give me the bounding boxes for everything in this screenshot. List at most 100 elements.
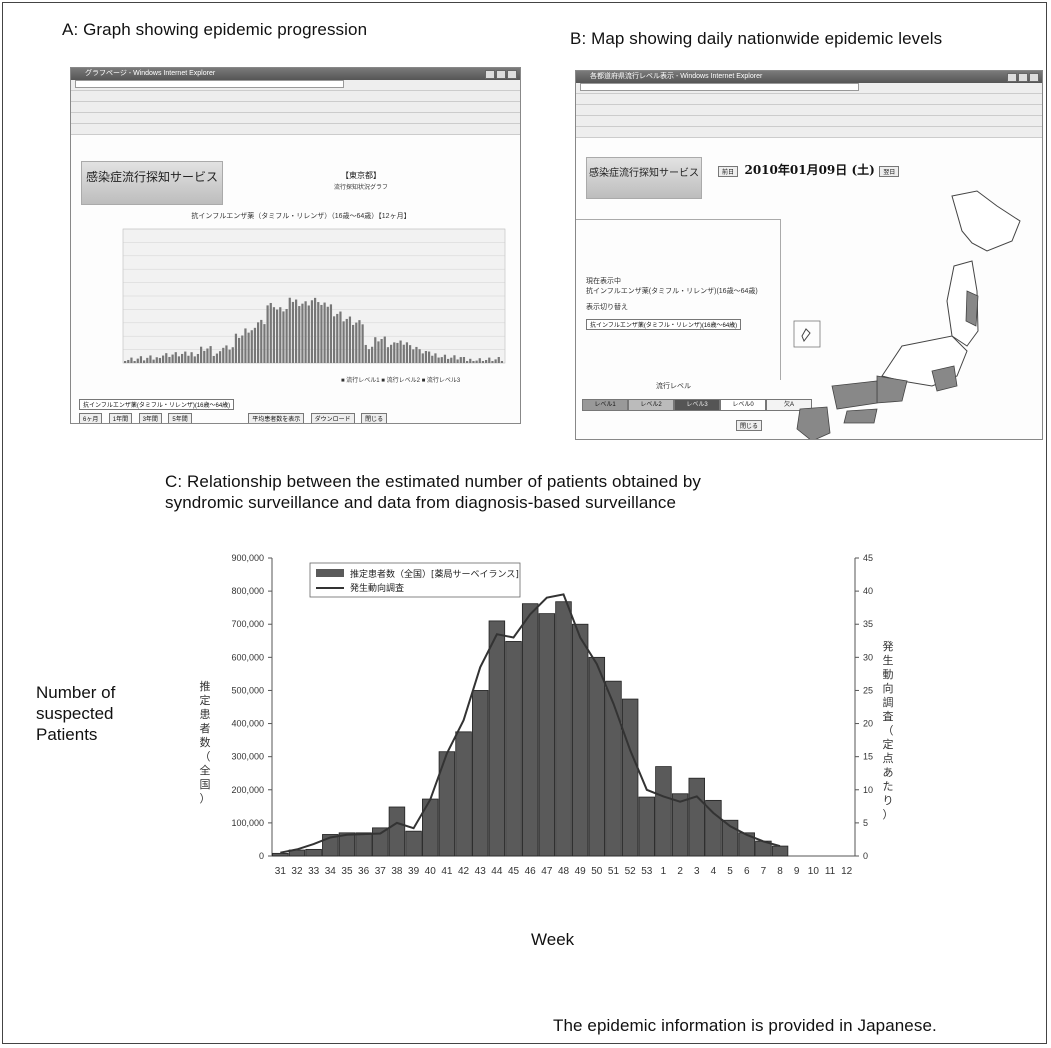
yahoo-toolbar xyxy=(71,113,520,124)
maximize-icon[interactable] xyxy=(496,70,506,79)
menu-bar xyxy=(576,94,1042,105)
mini-bar xyxy=(399,340,402,363)
mini-bar xyxy=(225,345,228,363)
y2-tick-label: 30 xyxy=(863,652,873,662)
mini-bar xyxy=(342,321,345,363)
mini-bar xyxy=(241,335,244,363)
mini-bar xyxy=(146,357,149,363)
address-input[interactable] xyxy=(75,80,344,89)
show-average-button[interactable]: 平均患者数を表示 xyxy=(248,413,305,423)
mini-bar xyxy=(158,357,162,363)
bar xyxy=(488,620,506,857)
mini-bar xyxy=(472,361,475,363)
period-1y-button[interactable]: 1年間 xyxy=(108,413,133,423)
footnote: The epidemic information is provided in … xyxy=(553,1016,937,1035)
mini-bar xyxy=(206,348,209,363)
x-tick-label: 46 xyxy=(525,866,537,877)
mini-bar xyxy=(412,349,415,363)
close-icon[interactable] xyxy=(1029,73,1039,82)
next-day-button[interactable]: 翌日 xyxy=(879,166,900,177)
x-tick-label: 45 xyxy=(508,866,520,877)
google-toolbar xyxy=(576,105,1042,116)
x-tick-label: 37 xyxy=(375,866,387,877)
mini-bar xyxy=(203,350,206,363)
x-tick-label: 11 xyxy=(825,866,836,877)
mini-bar xyxy=(364,344,367,363)
graph-subtitle: 流行探知状況グラフ xyxy=(333,185,388,191)
mini-bar xyxy=(456,359,459,363)
info-panel: 現在表示中 抗インフルエンザ薬(タミフル・リレンザ)(16歳〜64歳) 表示切り… xyxy=(576,219,781,380)
x-tick-label: 32 xyxy=(291,866,303,877)
panel-b-title: B: Map showing daily nationwide epidemic… xyxy=(570,29,943,48)
current-label: 現在表示中 xyxy=(586,278,621,285)
mini-bar xyxy=(428,351,431,363)
mini-bar xyxy=(196,353,200,363)
download-button[interactable]: ダウンロード xyxy=(310,413,355,423)
period-3y-button[interactable]: 3年間 xyxy=(138,413,162,423)
prev-day-button[interactable]: 前日 xyxy=(718,166,739,177)
bar xyxy=(571,623,589,857)
mini-bar xyxy=(326,306,329,363)
mini-bar xyxy=(295,299,298,363)
mini-bar xyxy=(152,359,155,363)
mini-bar xyxy=(453,355,456,363)
maximize-icon[interactable] xyxy=(1018,73,1028,82)
drug-select-b[interactable]: 抗インフルエンザ薬(タミフル・リレンザ)(16歳〜64歳) xyxy=(586,319,742,330)
x-tick-label: 3 xyxy=(694,866,700,877)
graph-legend: ■ 流行レベル1 ■ 流行レベル2 ■ 流行レベル3 xyxy=(341,378,461,384)
close-icon[interactable] xyxy=(507,70,517,79)
x-tick-label: 34 xyxy=(325,866,337,877)
mini-bar xyxy=(212,355,215,363)
period-5y-button[interactable]: 5年間 xyxy=(168,413,192,423)
bar xyxy=(771,845,789,857)
bar xyxy=(621,698,639,857)
mini-bar xyxy=(136,358,139,363)
date-row: 前日 2010年01月09日 (土) 翌日 xyxy=(718,161,901,179)
mini-bar xyxy=(304,301,307,363)
x-tick-label: 38 xyxy=(391,866,403,877)
mini-bar xyxy=(361,324,364,363)
service-logo-b: 感染症流行探知サービス xyxy=(586,157,702,199)
mini-bar xyxy=(288,297,291,363)
mini-bar xyxy=(390,344,393,363)
mini-bar xyxy=(171,354,174,363)
period-6m-button[interactable]: 6ヶ月 xyxy=(79,413,103,423)
y-tick-label: 900,000 xyxy=(231,553,264,563)
address-input[interactable] xyxy=(580,83,860,92)
screenshot-a-titlebar: グラフページ - Windows Internet Explorer xyxy=(71,68,520,80)
bar xyxy=(688,777,705,857)
y-axis-label-jp: 推定患者数（全国） xyxy=(199,681,211,805)
mini-bar xyxy=(215,353,219,363)
bar xyxy=(638,796,656,857)
y2-tick-label: 45 xyxy=(863,553,873,563)
mini-bar xyxy=(253,327,257,363)
bar xyxy=(588,656,606,857)
x-tick-label: 48 xyxy=(558,866,570,877)
honshu-north-east-shape xyxy=(965,290,979,327)
mini-bar xyxy=(219,351,222,363)
level-title: 流行レベル xyxy=(656,383,691,390)
mini-bar xyxy=(339,311,342,363)
mini-bar xyxy=(447,358,450,363)
minimize-icon[interactable] xyxy=(485,70,495,79)
okinawa-inset-frame xyxy=(793,320,821,348)
close-row-b: 閉じる xyxy=(736,415,764,433)
close-button-b[interactable]: 閉じる xyxy=(736,420,763,431)
mini-bar xyxy=(250,330,253,363)
mini-bar xyxy=(367,349,371,363)
x-tick-label: 10 xyxy=(808,866,820,877)
mini-bar xyxy=(450,357,453,363)
okinawa-shape xyxy=(801,328,811,343)
x-tick-label: 9 xyxy=(794,866,800,877)
mini-bar xyxy=(377,341,380,363)
minimize-icon[interactable] xyxy=(1007,73,1017,82)
mini-bar xyxy=(336,313,339,363)
mini-bar xyxy=(133,361,136,363)
mini-bar xyxy=(437,357,440,363)
close-button-a[interactable]: 閉じる xyxy=(361,413,388,423)
x-tick-label: 40 xyxy=(425,866,437,877)
menu-bar xyxy=(71,91,520,102)
x-tick-label: 39 xyxy=(408,866,420,877)
drug-select[interactable]: 抗インフルエンザ薬(タミフル・リレンザ)(16歳〜64歳) xyxy=(79,399,235,410)
x-tick-label: 44 xyxy=(491,866,503,877)
